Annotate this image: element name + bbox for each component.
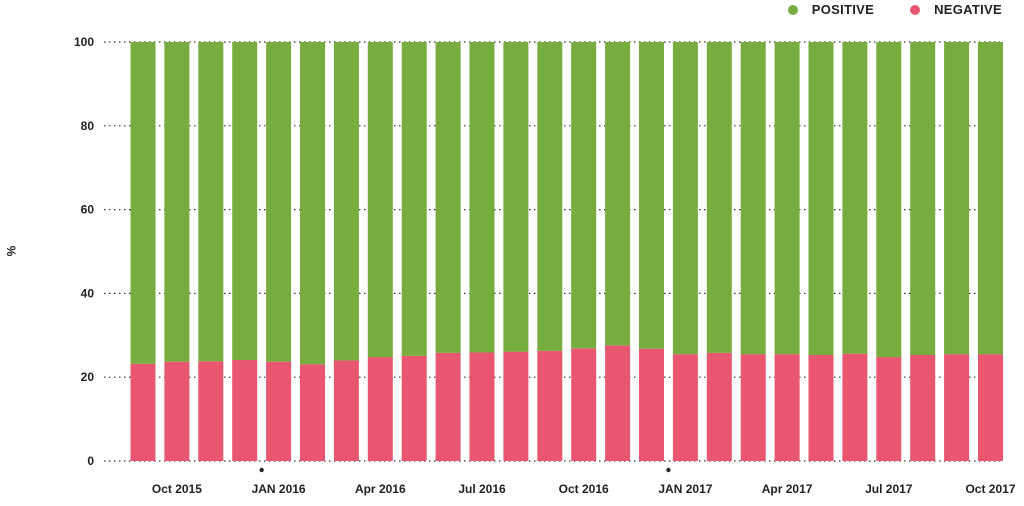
bar-positive-4: [266, 42, 292, 362]
bar-positive-16: [672, 42, 698, 355]
bar-positive-6: [333, 42, 359, 361]
bar-negative-20: [808, 354, 834, 461]
legend-item-negative[interactable]: NEGATIVE: [910, 2, 1002, 17]
bar-negative-25: [978, 354, 1003, 461]
legend-positive-dot-icon: [787, 4, 798, 15]
y-tick-label-80: 80: [81, 119, 95, 133]
y-tick-label-100: 100: [74, 35, 94, 49]
bar-positive-19: [774, 42, 800, 355]
x-tick-label-7: Apr 2016: [355, 482, 406, 496]
bar-positive-5: [300, 42, 325, 365]
bar-positive-3: [232, 42, 258, 361]
bar-positive-8: [401, 42, 427, 356]
bar-positive-23: [910, 42, 936, 355]
bar-positive-12: [537, 42, 563, 351]
bar-negative-6: [333, 360, 359, 461]
bar-negative-2: [198, 361, 224, 461]
bar-negative-21: [842, 353, 868, 461]
legend-negative-dot-icon: [910, 4, 921, 15]
bar-negative-5: [300, 364, 325, 461]
bar-positive-20: [808, 42, 834, 355]
legend-item-positive[interactable]: POSITIVE: [787, 2, 875, 17]
bar-positive-17: [706, 42, 732, 353]
bar-positive-15: [639, 42, 664, 349]
bar-positive-22: [876, 42, 902, 358]
bar-negative-12: [537, 350, 563, 461]
bar-negative-24: [944, 354, 970, 461]
bar-positive-1: [164, 42, 190, 362]
bar-negative-9: [435, 352, 461, 461]
bar-negative-16: [672, 354, 698, 461]
bar-negative-4: [266, 361, 292, 461]
bar-negative-23: [910, 354, 936, 461]
x-tick-label-19: Apr 2017: [762, 482, 813, 496]
x-tick-label-16: JAN 2017: [658, 482, 712, 496]
bar-positive-18: [740, 42, 766, 355]
bar-negative-7: [367, 357, 393, 461]
chart-legend: POSITIVE NEGATIVE: [787, 2, 1002, 17]
bar-positive-10: [469, 42, 495, 353]
bar-negative-1: [164, 361, 190, 461]
year-marker-dot-1: [666, 467, 671, 473]
bar-positive-13: [571, 42, 597, 349]
x-tick-label-25: Oct 2017: [965, 482, 1015, 496]
year-marker-dot-0: [259, 467, 264, 473]
y-tick-label-0: 0: [87, 454, 94, 468]
bar-positive-25: [978, 42, 1003, 355]
bar-negative-3: [232, 360, 258, 461]
bar-negative-8: [401, 355, 427, 461]
bar-positive-2: [198, 42, 224, 362]
bar-positive-7: [367, 42, 393, 358]
bar-negative-13: [571, 348, 597, 461]
legend-negative-label: NEGATIVE: [934, 2, 1002, 17]
bar-negative-10: [469, 352, 495, 461]
bar-positive-9: [435, 42, 461, 353]
bar-positive-0: [130, 42, 156, 364]
bar-negative-0: [130, 363, 156, 461]
bar-positive-11: [503, 42, 529, 352]
bar-negative-14: [605, 345, 631, 461]
bar-negative-18: [740, 354, 766, 461]
bar-negative-22: [876, 357, 902, 461]
y-tick-label-40: 40: [81, 286, 95, 300]
legend-positive-label: POSITIVE: [811, 2, 875, 17]
x-tick-label-4: JAN 2016: [252, 482, 306, 496]
y-tick-label-60: 60: [81, 203, 95, 217]
bar-positive-14: [605, 42, 631, 346]
x-tick-label-13: Oct 2016: [559, 482, 609, 496]
bar-negative-19: [774, 354, 800, 461]
bar-negative-11: [503, 351, 529, 461]
y-tick-label-20: 20: [81, 370, 95, 384]
x-tick-label-22: Jul 2017: [865, 482, 913, 496]
x-tick-label-1: Oct 2015: [152, 482, 202, 496]
bar-positive-21: [842, 42, 868, 354]
bar-positive-24: [944, 42, 970, 355]
x-tick-label-10: Jul 2016: [458, 482, 506, 496]
bar-negative-15: [639, 348, 664, 461]
bar-negative-17: [706, 352, 732, 461]
